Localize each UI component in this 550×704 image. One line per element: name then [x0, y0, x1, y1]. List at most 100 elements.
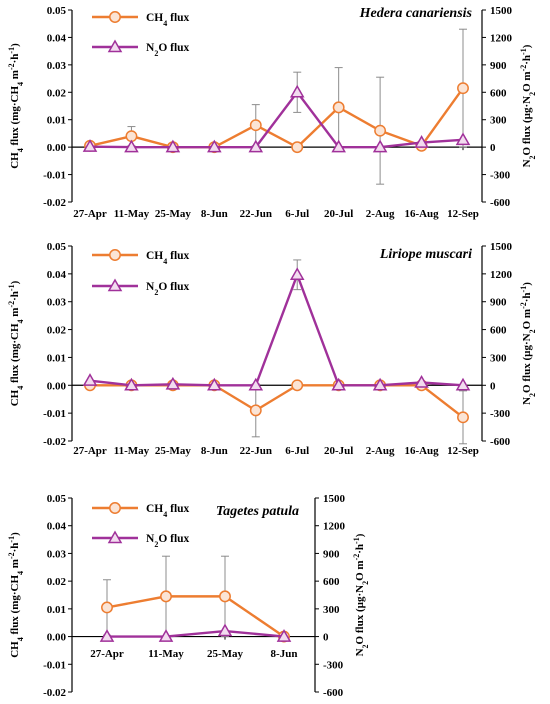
data-point-triangle — [248, 139, 264, 153]
legend-entry: CH4 flux — [92, 502, 190, 519]
right-tick-label: -300 — [323, 659, 344, 671]
left-tick-label: 0.05 — [47, 493, 67, 505]
x-tick-label: 2-Aug — [366, 445, 395, 457]
right-tick-label: 1500 — [323, 493, 346, 505]
x-tick-label: 12-Sep — [447, 208, 479, 220]
right-tick-label: 1500 — [490, 5, 513, 17]
series-ch4 — [84, 379, 469, 445]
left-tick-label: 0.02 — [47, 325, 67, 337]
right-tick-label: 1200 — [323, 521, 346, 533]
x-tick-label: 25-May — [207, 648, 244, 660]
data-point-triangle — [165, 139, 181, 153]
x-tick-label: 11-May — [114, 208, 150, 220]
right-tick-label: 1200 — [490, 32, 513, 44]
right-tick-label: -300 — [490, 408, 511, 420]
data-point-triangle — [99, 629, 115, 642]
right-tick-label: 600 — [490, 87, 507, 99]
legend-entry: N2O flux — [92, 278, 190, 297]
legend-marker-triangle — [107, 278, 123, 292]
chart-panel-3: 0.05 0.04 0.03 0.02 0.01 0.00 -0.01 -0.02 1500 12… — [7, 493, 370, 699]
data-point-triangle — [372, 139, 388, 153]
left-tick-label: 0.01 — [47, 604, 66, 616]
left-tick-label: -0.02 — [43, 687, 66, 699]
right-tick-label: 600 — [490, 325, 507, 337]
x-tick-label: 11-May — [148, 648, 184, 660]
series-ch4 — [101, 555, 290, 643]
legend-label: N2O flux — [146, 42, 190, 58]
x-tick-label: 16-Aug — [404, 445, 439, 457]
data-point-circle — [332, 101, 345, 114]
data-point-triangle — [124, 139, 139, 153]
data-point-circle — [101, 601, 113, 614]
right-tick-label: 0 — [323, 632, 329, 644]
right-tick-label: 300 — [323, 604, 340, 616]
chart-title: Tagetes patula — [216, 504, 299, 519]
data-point-circle — [291, 141, 304, 154]
x-tick-label: 16-Aug — [404, 208, 439, 220]
x-tick-label: 12-Sep — [447, 445, 479, 457]
left-tick-label: 0.03 — [47, 60, 67, 72]
chart-title: Liriope muscari — [379, 247, 472, 262]
left-tick-label: 0.04 — [47, 269, 67, 281]
legend-entry: N2O flux — [92, 39, 190, 58]
left-tick-label: -0.01 — [43, 170, 66, 182]
right-tick-label: 900 — [323, 548, 340, 560]
data-point-triangle — [414, 135, 429, 148]
right-tick-label: 0 — [490, 142, 496, 154]
legend-label: N2O flux — [146, 533, 190, 549]
x-tick-label: 6-Jul — [285, 445, 309, 457]
left-tick-label: 0.04 — [47, 521, 67, 533]
data-point-triangle — [414, 374, 429, 388]
data-point-triangle — [455, 132, 471, 146]
x-tick-label: 8-Jun — [201, 208, 228, 220]
x-tick-label: 8-Jun — [201, 445, 228, 457]
right-axis-label: N2O flux (µg·N2O m-2·h-1) — [519, 282, 537, 405]
right-axis-label: N2O flux (µg·N2O m-2·h-1) — [519, 44, 537, 167]
x-tick-label: 20-Jul — [324, 445, 353, 457]
data-point-circle — [374, 124, 387, 137]
data-point-triangle — [158, 629, 174, 642]
legend-marker-circle — [109, 11, 121, 23]
right-tick-label: 300 — [490, 352, 507, 364]
legend-label: CH4 flux — [146, 503, 190, 519]
right-tick-label: 1200 — [490, 269, 513, 281]
left-tick-label: 0.04 — [47, 32, 67, 44]
left-tick-label: -0.01 — [43, 659, 66, 671]
left-tick-label: 0.00 — [47, 632, 67, 644]
data-point-circle — [291, 379, 304, 392]
right-axis-label: N2O flux (µg·N2O m-2·h-1) — [352, 533, 370, 656]
left-tick-label: 0.05 — [47, 5, 67, 17]
legend-entry: CH4 flux — [92, 249, 190, 266]
legend-label: CH4 flux — [146, 250, 190, 266]
data-point-circle — [160, 590, 172, 603]
right-tick-label: 0 — [490, 380, 496, 392]
legend-entry: CH4 flux — [92, 11, 190, 28]
data-point-triangle — [372, 377, 388, 391]
series-n2o — [99, 623, 292, 642]
legend-marker-circle — [109, 502, 121, 514]
right-tick-label: 900 — [490, 297, 507, 309]
left-tick-label: 0.03 — [47, 297, 67, 309]
left-tick-label: -0.02 — [43, 436, 66, 448]
right-tick-label: -300 — [490, 170, 511, 182]
x-tick-label: 6-Jul — [285, 208, 309, 220]
series-n2o — [82, 259, 471, 391]
right-tick-label: 900 — [490, 60, 507, 72]
data-point-circle — [219, 590, 231, 603]
x-tick-label: 22-Jun — [240, 208, 272, 220]
series-ch4 — [84, 28, 469, 185]
x-tick-label: 2-Aug — [366, 208, 395, 220]
x-tick-label: 27-Apr — [90, 648, 124, 660]
left-tick-label: 0.05 — [47, 241, 67, 253]
data-point-circle — [249, 404, 262, 417]
data-point-triangle — [331, 139, 346, 153]
data-point-circle — [249, 119, 262, 132]
legend-label: N2O flux — [146, 281, 190, 297]
chart-title: Hedera canariensis — [359, 6, 473, 21]
left-axis-label: CH4 flux (mg·CH4 m-2·h-1) — [7, 532, 25, 658]
right-tick-label: 300 — [490, 115, 507, 127]
data-point-triangle — [82, 139, 98, 152]
left-tick-label: 0.01 — [47, 115, 66, 127]
x-tick-label: 20-Jul — [324, 208, 353, 220]
series-line — [89, 87, 464, 149]
